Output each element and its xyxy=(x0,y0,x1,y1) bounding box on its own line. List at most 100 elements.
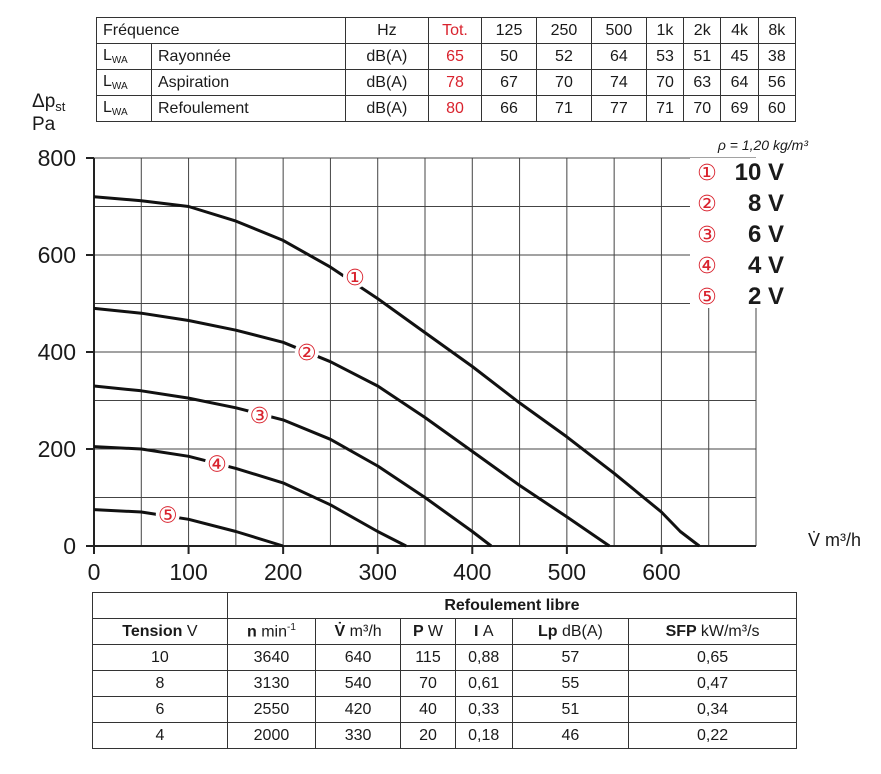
density-note: ρ = 1,20 kg/m³ xyxy=(717,137,808,153)
x-axis-label: V̇ m³/h xyxy=(808,530,861,550)
y-tick-label: 800 xyxy=(38,145,76,171)
perf-cell: 10 xyxy=(92,644,228,671)
series-curve-3 xyxy=(93,384,493,548)
perf-col-header: SFP kW/m³/s xyxy=(628,618,797,645)
perf-cell: 40 xyxy=(400,696,456,723)
perf-cell: 8 xyxy=(92,670,228,697)
perf-cell: 0,33 xyxy=(454,696,513,723)
legend-label: 6 V xyxy=(748,221,784,248)
x-tick-label: 400 xyxy=(453,559,491,585)
perf-cell: 420 xyxy=(315,696,402,723)
perf-cell: 0,65 xyxy=(628,644,797,671)
perf-cell: 46 xyxy=(511,722,630,749)
y-tick-label: 0 xyxy=(63,533,76,559)
sound-row: LWA Aspiration dB(A) 78 67 70 74 70 63 64 56 xyxy=(96,69,797,96)
perf-col-header: V̇ m³/h xyxy=(315,618,402,645)
legend-background xyxy=(690,158,790,308)
legend-marker: ① xyxy=(697,160,717,185)
sound-power-table: Fréquence Hz Tot. 125 250 500 1k 2k 4k 8… xyxy=(96,17,797,122)
legend-label: 2 V xyxy=(748,283,784,310)
perf-cell: 70 xyxy=(400,670,456,697)
band-8k-header: 8k xyxy=(757,17,797,44)
perf-cell: 57 xyxy=(511,644,630,671)
sound-band-value: 64 xyxy=(720,69,759,96)
sound-row-name: Rayonnée xyxy=(151,43,346,70)
sound-band-value: 70 xyxy=(645,69,685,96)
band-4k-header: 4k xyxy=(720,17,759,44)
x-tick-label: 100 xyxy=(169,559,207,585)
perf-row: 8 3130 540 70 0,61 55 0,47 xyxy=(92,670,797,697)
perf-col-header: P W xyxy=(400,618,456,645)
legend-label: 4 V xyxy=(748,252,784,279)
sound-row-unit: dB(A) xyxy=(344,95,429,122)
chart-grid xyxy=(94,157,757,546)
series-curve-4 xyxy=(93,445,407,548)
curve-marker-2: ② xyxy=(297,340,317,365)
x-tick-label: 600 xyxy=(642,559,680,585)
series-curve-2 xyxy=(93,306,611,548)
series-curve-1 xyxy=(93,195,701,548)
curve-marker-5: ⑤ xyxy=(158,502,178,527)
perf-cell: 540 xyxy=(315,670,402,697)
perf-cell: 2550 xyxy=(226,696,317,723)
perf-col-header: Lp dB(A) xyxy=(511,618,630,645)
y-axis-symbol: Δp xyxy=(32,91,55,112)
sound-band-value: 71 xyxy=(645,95,685,122)
legend-marker: ③ xyxy=(697,222,717,247)
sound-band-value: 51 xyxy=(683,43,722,70)
curve-marker-1: ① xyxy=(345,265,365,290)
y-axis-subscript: st xyxy=(55,99,66,114)
curve-marker-4: ④ xyxy=(207,452,227,477)
hz-header: Hz xyxy=(344,17,429,44)
perf-col-header: n min-1 xyxy=(226,618,317,645)
sound-band-value: 56 xyxy=(757,69,797,96)
perf-cell: 2000 xyxy=(226,722,317,749)
lwa-label: LWA xyxy=(96,95,152,122)
perf-cell: 3130 xyxy=(226,670,317,697)
curve-marker-background xyxy=(343,264,368,289)
perf-cell: 0,22 xyxy=(628,722,797,749)
legend-label: 10 V xyxy=(735,159,784,186)
sound-band-value: 77 xyxy=(590,95,647,122)
sound-row-unit: dB(A) xyxy=(344,43,429,70)
legend-marker: ② xyxy=(697,191,717,216)
perf-row: 4 2000 330 20 0,18 46 0,22 xyxy=(92,722,797,749)
sound-total-value: 78 xyxy=(427,69,483,96)
lwa-label: LWA xyxy=(96,43,152,70)
perf-row: 6 2550 420 40 0,33 51 0,34 xyxy=(92,696,797,723)
perf-cell: 0,47 xyxy=(628,670,797,697)
legend-marker: ⑤ xyxy=(697,284,717,309)
perf-cell: 330 xyxy=(315,722,402,749)
band-2k-header: 2k xyxy=(683,17,722,44)
x-tick-label: 300 xyxy=(359,559,397,585)
band-125-header: 125 xyxy=(481,17,537,44)
y-tick-label: 200 xyxy=(38,436,76,462)
y-axis-label: Δpst xyxy=(32,91,66,114)
perf-cell: 51 xyxy=(511,696,630,723)
perf-cell: 0,61 xyxy=(454,670,513,697)
sound-band-value: 38 xyxy=(757,43,797,70)
sound-band-value: 70 xyxy=(683,95,722,122)
perf-cell: 0,34 xyxy=(628,696,797,723)
sound-band-value: 53 xyxy=(645,43,685,70)
sound-row-name: Refoulement xyxy=(151,95,346,122)
perf-cell: 3640 xyxy=(226,644,317,671)
sound-row-name: Aspiration xyxy=(151,69,346,96)
perf-cell: 55 xyxy=(511,670,630,697)
perf-cell: 6 xyxy=(92,696,228,723)
perf-group-row: Refoulement libre xyxy=(92,592,798,619)
perf-blank-cell xyxy=(92,592,228,619)
y-tick-label: 600 xyxy=(38,242,76,268)
curve-marker-background xyxy=(204,451,229,476)
free-discharge-header: Refoulement libre xyxy=(226,592,798,619)
perf-cell: 20 xyxy=(400,722,456,749)
perf-cell: 115 xyxy=(400,644,456,671)
sound-band-value: 71 xyxy=(535,95,592,122)
sound-total-value: 80 xyxy=(427,95,483,122)
legend-marker: ④ xyxy=(697,253,717,278)
y-tick-label: 400 xyxy=(38,339,76,365)
curve-marker-background xyxy=(247,403,272,428)
sound-row: LWA Refoulement dB(A) 80 66 71 77 71 70 69 60 xyxy=(96,95,797,122)
